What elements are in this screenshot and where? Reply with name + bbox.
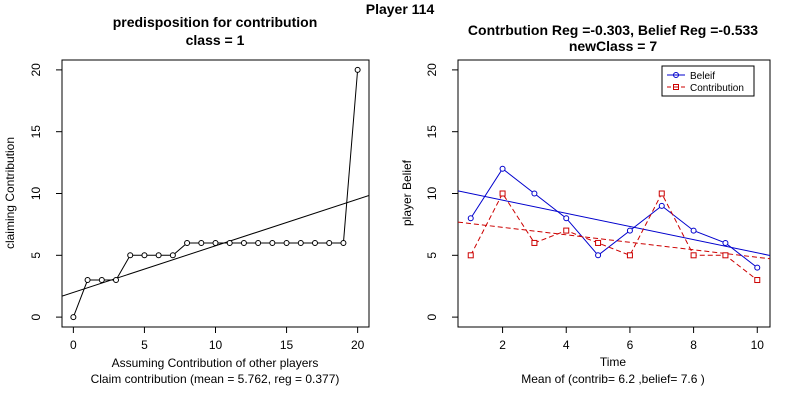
left-point xyxy=(354,66,361,73)
right-series-line-contribution xyxy=(470,192,758,281)
left-point xyxy=(326,239,333,246)
chart-right: Contrbution Reg =-0.303, Belief Reg =-0.… xyxy=(400,22,771,386)
right-point-contribution xyxy=(690,252,697,259)
right-regression-line-contribution xyxy=(458,221,770,260)
chart-right-ylabel: player Belief xyxy=(400,159,414,226)
left-point xyxy=(141,252,148,259)
left-point xyxy=(240,239,247,246)
left-point xyxy=(84,277,91,284)
legend-marker-contribution xyxy=(673,84,679,90)
legend-box xyxy=(661,65,755,97)
left-point xyxy=(226,239,233,246)
right-point-belief xyxy=(563,215,570,222)
chart-left-x-axis: 0 5 10 15 20 xyxy=(70,327,365,352)
left-x-tick-label: 5 xyxy=(141,338,148,352)
chart-right-legend: Beleif Contribution xyxy=(661,65,755,97)
legend-marker-belief xyxy=(673,72,679,78)
right-y-tick-label: 15 xyxy=(425,125,439,139)
chart-right-title: Contrbution Reg =-0.303, Belief Reg =-0.… xyxy=(468,22,758,38)
left-x-tick-label: 0 xyxy=(70,338,77,352)
right-y-tick-label: 20 xyxy=(425,63,439,77)
right-point-belief xyxy=(626,227,633,234)
right-point-belief xyxy=(467,215,474,222)
chart-left-xlabel: Assuming Contribution of other players xyxy=(112,356,319,370)
left-point xyxy=(340,239,347,246)
chart-right-marks xyxy=(458,165,770,284)
right-point-contribution xyxy=(626,252,633,259)
chart-right-x-axis: 2 4 6 8 10 xyxy=(499,327,764,352)
chart-right-subtitle: newClass = 7 xyxy=(569,38,658,54)
left-x-tick-label: 15 xyxy=(280,338,294,352)
right-point-contribution xyxy=(499,190,506,197)
left-y-tick-label: 0 xyxy=(29,313,43,320)
right-regression-line-belief xyxy=(458,190,770,256)
right-point-belief xyxy=(754,264,761,271)
right-point-contribution xyxy=(658,190,665,197)
left-y-tick-label: 5 xyxy=(29,252,43,259)
right-point-belief xyxy=(595,252,602,259)
legend-label-belief: Beleif xyxy=(690,71,715,82)
right-y-tick-label: 5 xyxy=(425,252,439,259)
right-point-contribution xyxy=(722,252,729,259)
right-point-contribution xyxy=(467,252,474,259)
right-x-tick-label: 10 xyxy=(751,338,765,352)
chart-left-plot-frame xyxy=(61,59,370,328)
right-y-tick-label: 10 xyxy=(425,187,439,201)
right-x-tick-label: 8 xyxy=(690,338,697,352)
right-point-belief xyxy=(658,202,665,209)
left-point xyxy=(127,252,134,259)
left-point xyxy=(255,239,262,246)
left-point xyxy=(113,277,120,284)
chart-left-title: predisposition for contribution xyxy=(113,14,318,30)
left-y-tick-label: 10 xyxy=(29,187,43,201)
left-point xyxy=(311,239,318,246)
right-x-tick-label: 6 xyxy=(627,338,634,352)
right-point-contribution xyxy=(754,277,761,284)
chart-right-y-axis: 0 5 10 15 20 xyxy=(425,63,458,320)
right-x-tick-label: 2 xyxy=(499,338,506,352)
right-point-contribution xyxy=(563,227,570,234)
chart-left-subtitle: class = 1 xyxy=(186,32,245,48)
left-point xyxy=(184,239,191,246)
left-y-tick-label: 15 xyxy=(29,125,43,139)
right-series-line-belief xyxy=(470,168,758,269)
left-x-tick-label: 10 xyxy=(209,338,223,352)
left-point xyxy=(297,239,304,246)
left-point xyxy=(155,252,162,259)
chart-left-xlabel2: Claim contribution (mean = 5.762, reg = … xyxy=(91,372,340,386)
right-point-belief xyxy=(722,239,729,246)
chart-left: predisposition for contribution class = … xyxy=(3,14,370,386)
left-point xyxy=(198,239,205,246)
left-point xyxy=(283,239,290,246)
right-point-belief xyxy=(690,227,697,234)
right-point-belief xyxy=(531,190,538,197)
left-point xyxy=(269,239,276,246)
right-point-belief xyxy=(499,165,506,172)
legend-label-contribution: Contribution xyxy=(690,83,744,94)
chart-left-ylabel: claiming Contribution xyxy=(3,137,17,249)
chart-right-xlabel: Time xyxy=(600,355,627,369)
left-point xyxy=(70,314,77,321)
figure-title: Player 114 xyxy=(366,1,435,17)
right-y-tick-label: 0 xyxy=(425,313,439,320)
left-point xyxy=(212,239,219,246)
chart-left-y-axis: 0 5 10 15 20 xyxy=(29,63,62,320)
right-x-tick-label: 4 xyxy=(563,338,570,352)
left-point xyxy=(98,277,105,284)
chart-left-marks xyxy=(62,66,369,321)
right-point-contribution xyxy=(531,239,538,246)
left-point xyxy=(169,252,176,259)
right-point-contribution xyxy=(595,239,602,246)
left-x-tick-label: 20 xyxy=(351,338,365,352)
left-y-tick-label: 20 xyxy=(29,63,43,77)
chart-right-xlabel2: Mean of (contrib= 6.2 ,belief= 7.6 ) xyxy=(521,372,704,386)
